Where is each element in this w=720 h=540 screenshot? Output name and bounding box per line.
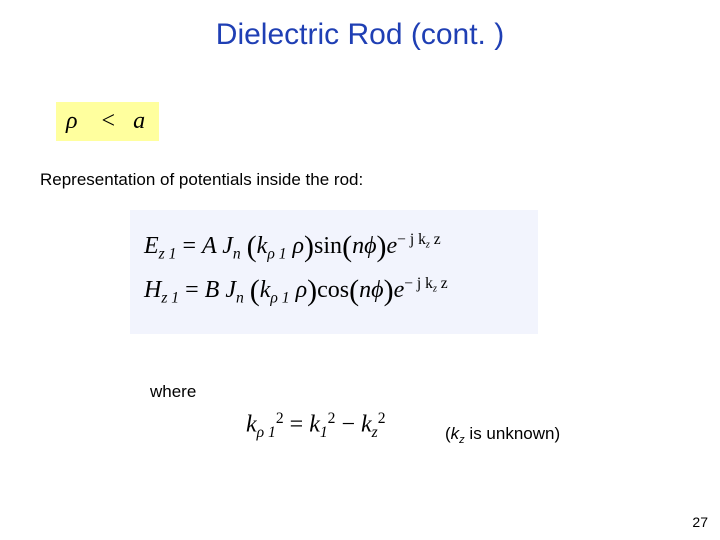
eq2-e: e <box>394 277 405 303</box>
eq1-exp-z: z <box>430 231 441 248</box>
eq2-Hsub: z 1 <box>161 289 179 306</box>
subtitle-text: Representation of potentials inside the … <box>40 170 363 190</box>
eqk-minus: − <box>341 412 361 438</box>
eq2-phi: ϕ <box>371 277 383 303</box>
eq2-cos: cos <box>317 277 349 303</box>
eqk-sub1: ρ 1 <box>257 424 276 441</box>
eq1-rparen1: ) <box>304 230 314 263</box>
eq2-rparen1: ) <box>307 274 317 307</box>
title-text: Dielectric Rod (cont. ) <box>216 18 504 51</box>
eq1-k: k <box>257 233 268 259</box>
eq1-sin: sin <box>314 233 342 259</box>
eq2-exp-pre: − j k <box>404 275 433 292</box>
eq1-lparen1: ( <box>247 230 257 263</box>
eq1-phi: ϕ <box>364 233 376 259</box>
eq1-exp-pre: − j k <box>397 231 426 248</box>
unknown-note: (kz is unknown) <box>445 424 560 446</box>
cond-rhs: a <box>133 108 145 134</box>
eq1-AJ: A J <box>202 233 233 259</box>
eq1-e: e <box>386 233 397 259</box>
where-label: where <box>150 382 196 402</box>
eqk-sq2: 2 <box>328 410 336 427</box>
eq1-Jsub: n <box>233 245 241 262</box>
eq2-exp-z: z <box>437 275 448 292</box>
eqk-sq1: 2 <box>276 410 284 427</box>
equation-Ez: Ez 1 = A Jn (kρ 1 ρ)sin(nϕ)e− j kz z <box>144 230 524 264</box>
eq1-Esym: E <box>144 233 159 259</box>
equation-krho: kρ 12 = k12 − kz2 <box>246 410 386 442</box>
eq1-rparen2: ) <box>376 230 386 263</box>
unk-rest: is unknown) <box>465 424 560 443</box>
eq2-BJ: B J <box>205 277 236 303</box>
eq1-equals: = <box>182 233 202 259</box>
eqk-sq3: 2 <box>378 410 386 427</box>
slide-title: Dielectric Rod (cont. ) <box>0 0 720 52</box>
equation-Hz: Hz 1 = B Jn (kρ 1 ρ)cos(nϕ)e− j kz z <box>144 274 524 308</box>
eq2-lparen2: ( <box>349 274 359 307</box>
eq2-exp: − j kz z <box>404 275 448 292</box>
eq1-rho: ρ <box>287 233 305 259</box>
eq2-rparen2: ) <box>384 274 394 307</box>
page-number: 27 <box>692 514 708 530</box>
eq2-Hsym: H <box>144 277 161 303</box>
eq1-exp: − j kz z <box>397 231 441 248</box>
eqk-k3: k <box>361 412 372 438</box>
equations-box: Ez 1 = A Jn (kρ 1 ρ)sin(nϕ)e− j kz z Hz … <box>130 210 538 334</box>
rho-symbol: ρ <box>66 108 78 134</box>
eqk-k2: k <box>309 412 320 438</box>
eq2-equals: = <box>185 277 205 303</box>
eq2-rho: ρ <box>290 277 308 303</box>
eq1-Esub: z 1 <box>159 245 177 262</box>
eqk-sub2: 1 <box>320 424 328 441</box>
eq2-ksub: ρ 1 <box>270 289 289 306</box>
eqk-eq: = <box>290 412 310 438</box>
eq2-lparen1: ( <box>250 274 260 307</box>
eq1-n: n <box>352 233 364 259</box>
condition-box: ρ < a <box>56 102 159 141</box>
eqk-k1: k <box>246 412 257 438</box>
eq2-Jsub: n <box>236 289 244 306</box>
eq1-lparen2: ( <box>342 230 352 263</box>
eq2-k: k <box>260 277 271 303</box>
eq1-ksub: ρ 1 <box>267 245 286 262</box>
less-than: < <box>102 108 116 134</box>
eq2-n: n <box>359 277 371 303</box>
unk-k: k <box>451 424 460 443</box>
